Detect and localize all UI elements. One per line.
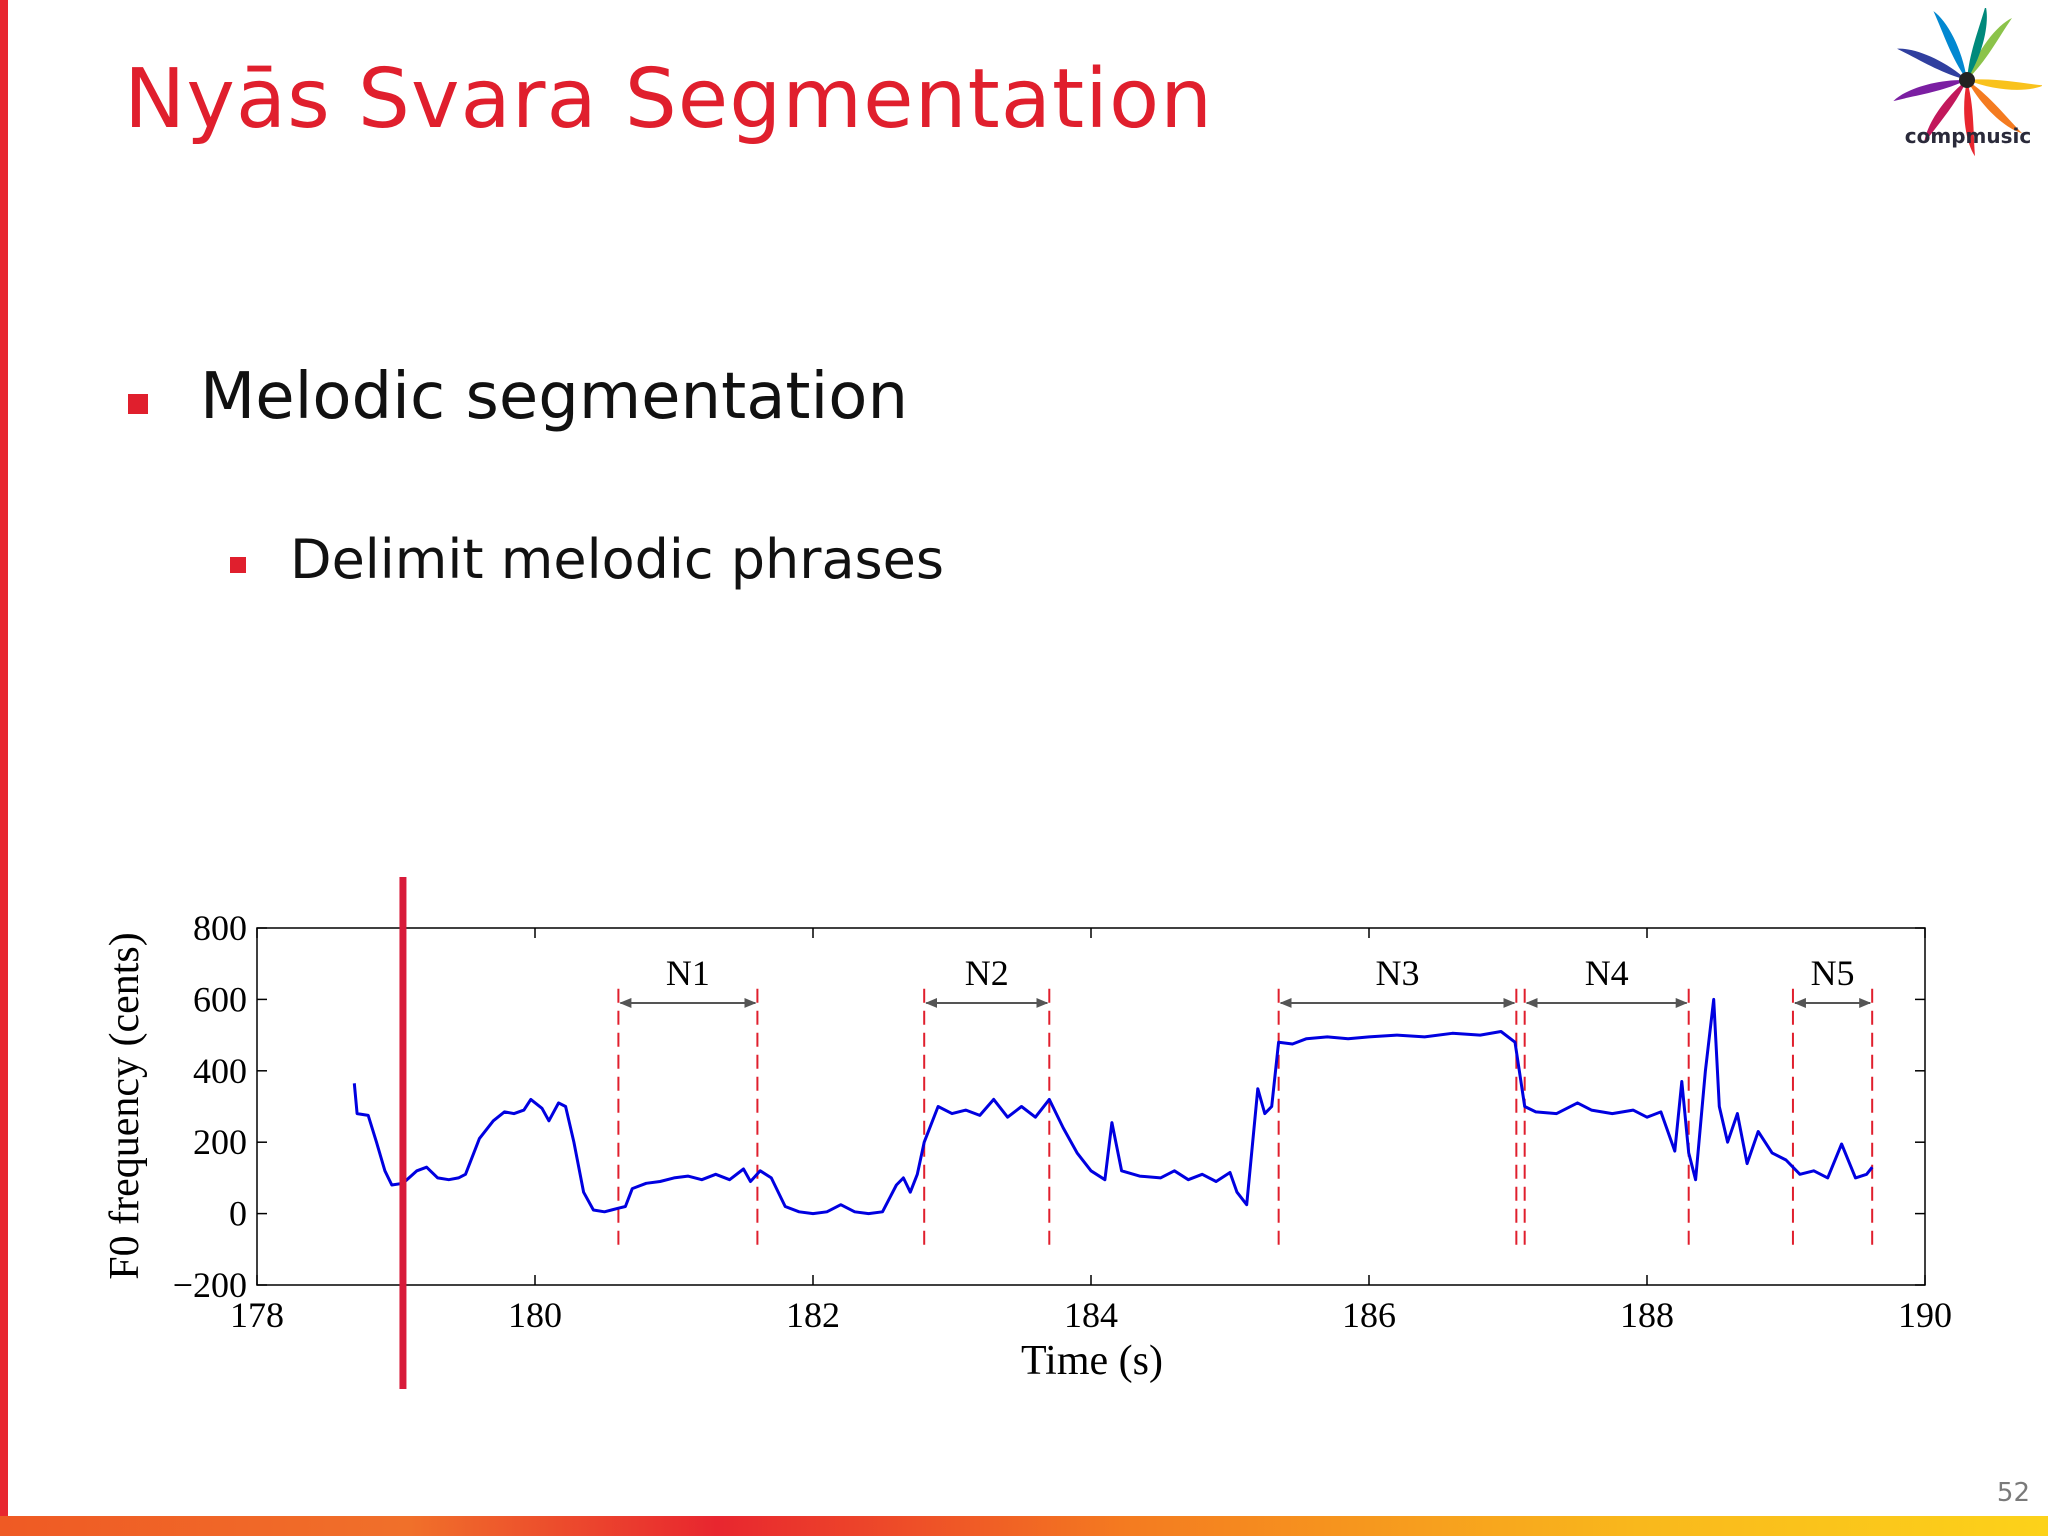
segment-label: N3 xyxy=(1375,953,1419,993)
y-tick-label: 600 xyxy=(193,979,247,1019)
x-tick-label: 186 xyxy=(1342,1295,1396,1335)
segment-label: N4 xyxy=(1585,953,1629,993)
left-accent-bar xyxy=(0,0,8,1536)
segment-label: N1 xyxy=(666,953,710,993)
x-axis-label: Time (s) xyxy=(1021,1338,1163,1384)
plot-frame xyxy=(256,927,1926,1286)
f0-trace-line xyxy=(352,997,1874,1216)
page-number: 52 xyxy=(1996,1478,2030,1508)
x-tick-label: 180 xyxy=(508,1295,562,1335)
y-tick-label: 800 xyxy=(193,908,247,948)
compmusic-logo-icon xyxy=(1893,8,2042,157)
bullet-square-icon xyxy=(128,394,148,414)
bottom-color-band xyxy=(0,1516,2048,1536)
x-tick-label: 188 xyxy=(1620,1295,1674,1335)
bullet-text-level2: Delimit melodic phrases xyxy=(290,528,945,591)
segment-label: N5 xyxy=(1811,953,1855,993)
x-tick-label: 182 xyxy=(786,1295,840,1335)
logo-text: compmusic xyxy=(1904,124,2032,148)
y-tick-label: −200 xyxy=(173,1265,247,1305)
y-tick-label: 0 xyxy=(229,1194,247,1234)
segment-label: N2 xyxy=(965,953,1009,993)
y-tick-label: 400 xyxy=(193,1051,247,1091)
bullet-text-level1: Melodic segmentation xyxy=(200,360,908,434)
x-tick-label: 190 xyxy=(1898,1295,1952,1335)
x-tick-label: 178 xyxy=(230,1295,284,1335)
y-axis-label: F0 frequency (cents) xyxy=(102,932,148,1280)
y-tick-label: 200 xyxy=(193,1122,247,1162)
bullet-square-icon xyxy=(230,557,246,573)
x-tick-label: 184 xyxy=(1064,1295,1118,1335)
slide-title: Nyās Svara Segmentation xyxy=(124,52,1214,147)
